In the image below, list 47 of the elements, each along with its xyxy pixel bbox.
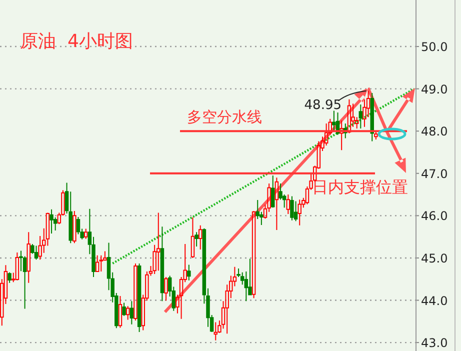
candlestick	[134, 262, 138, 322]
candlestick	[194, 232, 198, 248]
candlestick	[130, 300, 134, 325]
text: 原油 4小时图	[20, 31, 133, 52]
annotation: 48.95	[304, 98, 342, 113]
y-tick-label: 45.0	[421, 251, 448, 266]
candlestick	[122, 302, 126, 316]
candlestick	[252, 210, 256, 299]
candlestick	[15, 252, 20, 281]
y-tick-label: 43.0	[421, 336, 448, 350]
candlestick	[271, 175, 275, 208]
y-tick-label: 48.0	[421, 124, 448, 139]
y-tick-label: 49.0	[421, 82, 448, 96]
y-tick-label: 46.0	[421, 209, 448, 224]
candlestick	[137, 262, 142, 332]
candlestick	[274, 177, 279, 231]
candlestick	[118, 296, 122, 328]
y-tick-label: 50.0	[421, 40, 448, 54]
y-tick-label: 47.0	[421, 166, 448, 181]
y-tick-label: 44.0	[421, 294, 448, 308]
candlestick	[95, 254, 100, 272]
candlestick	[99, 254, 104, 272]
ref-line-label: 多空分水线	[187, 108, 262, 126]
candlestick	[164, 276, 168, 302]
candlestick	[347, 98, 352, 134]
candlestick	[340, 120, 344, 151]
ref-line-label: 日内支撑位置	[312, 177, 408, 196]
candlestick	[126, 306, 130, 320]
candlestick	[298, 199, 302, 226]
candlestick	[8, 272, 12, 284]
candlestick	[160, 226, 164, 302]
candlestick	[84, 228, 88, 240]
candlestick	[370, 92, 374, 142]
candlestick	[34, 245, 38, 260]
candlestick	[50, 208, 54, 234]
candlestick	[72, 210, 76, 244]
candlestick	[156, 212, 160, 272]
candlestick	[190, 216, 195, 258]
candlestick	[358, 104, 363, 130]
candlestick	[187, 264, 191, 281]
candlestick	[26, 232, 30, 284]
candlestick	[332, 110, 336, 131]
candlestick	[286, 194, 290, 214]
candlestick	[198, 224, 202, 250]
candlestick	[290, 196, 294, 221]
candlestick	[374, 130, 378, 140]
candlestick	[214, 322, 218, 341]
